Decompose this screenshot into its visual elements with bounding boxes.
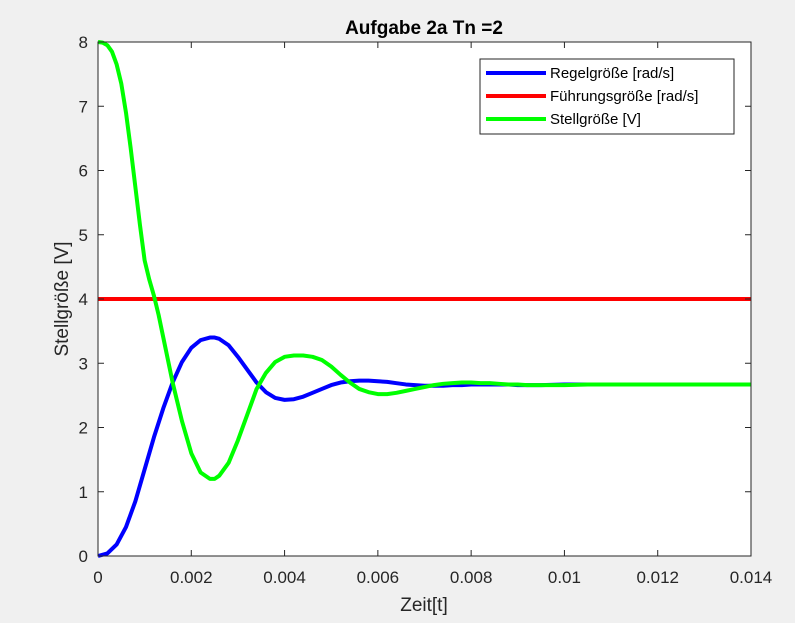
legend-label: Führungsgröße [rad/s] — [550, 88, 698, 105]
y-tick-label: 2 — [79, 419, 88, 438]
x-tick-label: 0.014 — [730, 568, 773, 587]
x-tick-label: 0.008 — [450, 568, 493, 587]
y-tick-label: 8 — [79, 33, 88, 52]
series-layer — [97, 40, 751, 558]
x-tick-label: 0 — [93, 568, 102, 587]
axes-layer: 0 0.002 0.004 0.006 0.008 0.01 0.012 0.014 0 1 2 3 4… — [79, 33, 773, 587]
legend-label: Regelgröße [rad/s] — [550, 65, 674, 82]
y-tick-label: 3 — [79, 354, 88, 373]
x-axis-label: Zeit[t] — [400, 595, 448, 616]
x-tick-label: 0.004 — [263, 568, 306, 587]
legend-label: Stellgröße [V] — [550, 111, 641, 128]
legend: Regelgröße [rad/s] Führungsgröße [rad/s] S… — [479, 58, 735, 135]
y-tick-label: 5 — [79, 226, 88, 245]
y-tick-label: 0 — [79, 547, 88, 566]
x-tick-label: 0.006 — [357, 568, 400, 587]
y-tick-label: 1 — [79, 483, 88, 502]
legend-items: Regelgröße [rad/s] Führungsgröße [rad/s] S… — [486, 65, 698, 128]
x-tick-label: 0.01 — [548, 568, 581, 587]
y-axis-label: Stellgröße [V] — [52, 241, 73, 356]
x-tick-label: 0.002 — [170, 568, 213, 587]
chart-title: Aufgabe 2a Tn =2 — [345, 18, 503, 39]
y-tick-label: 7 — [79, 97, 88, 116]
y-tick-label: 6 — [79, 162, 88, 181]
y-tick-label: 4 — [79, 290, 88, 309]
x-tick-label: 0.012 — [636, 568, 679, 587]
series-line-stellgr-e-v — [97, 40, 751, 481]
